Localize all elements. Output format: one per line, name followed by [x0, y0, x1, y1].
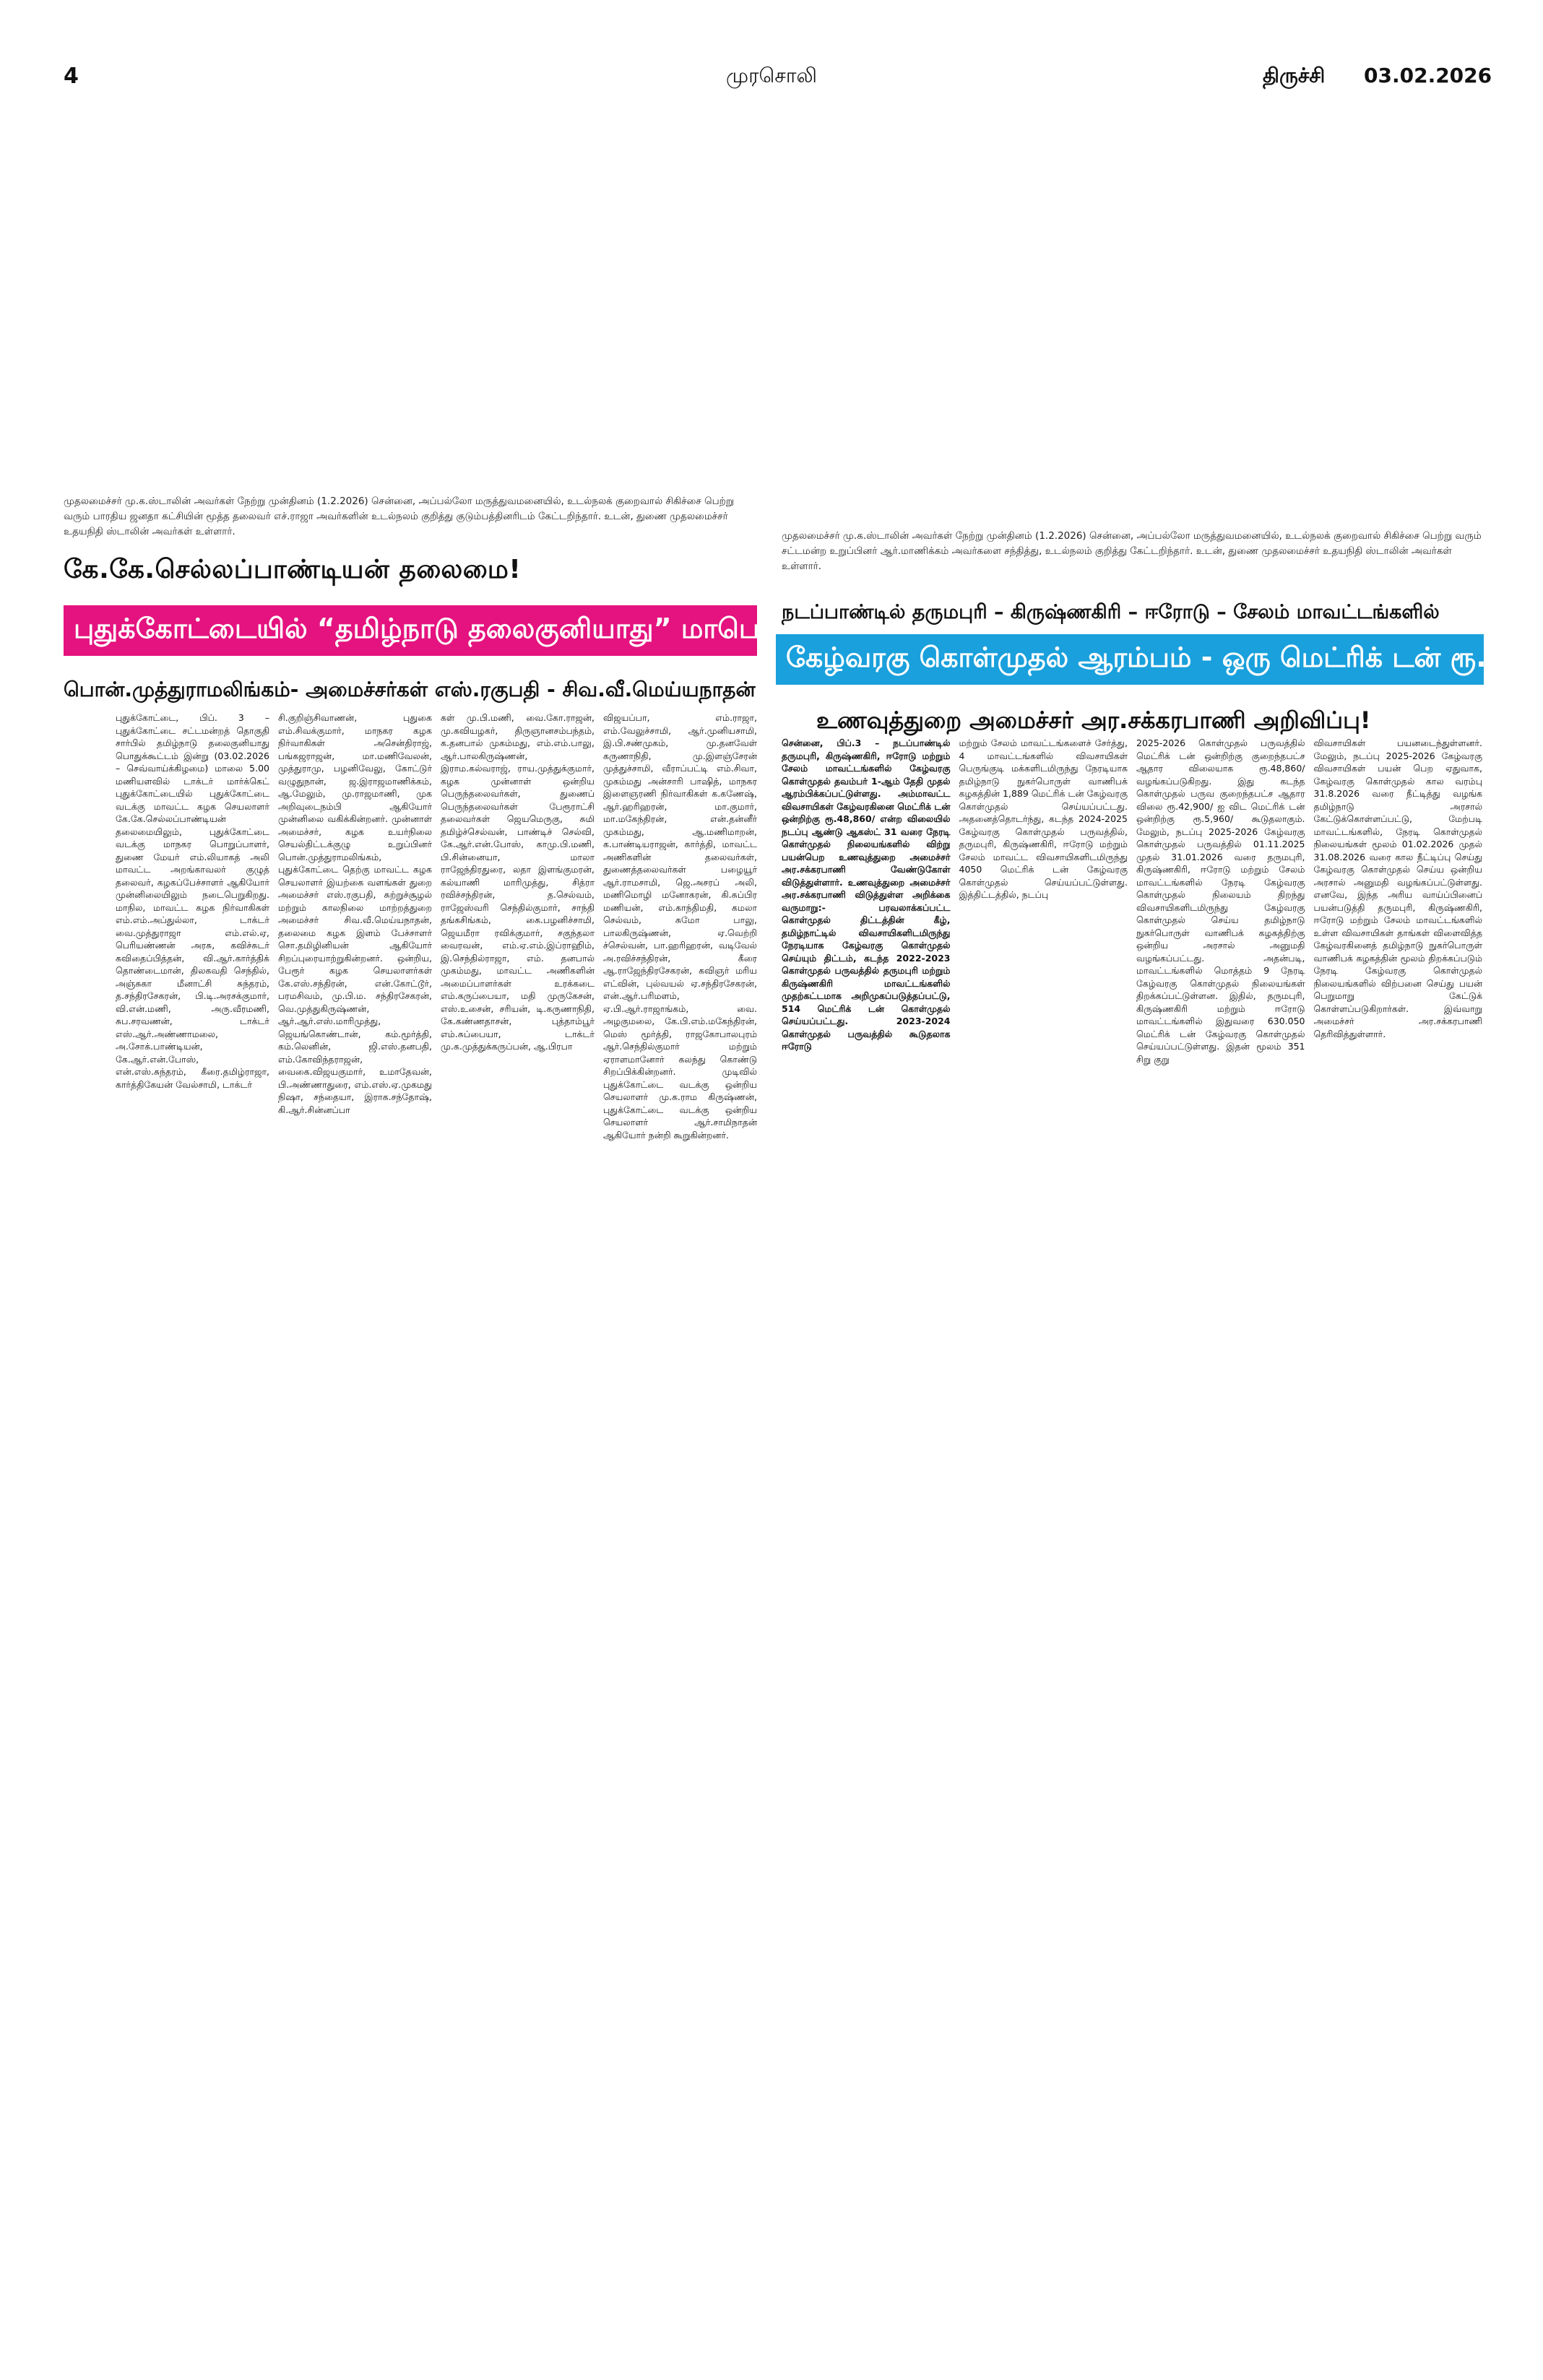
text-column: சென்னை, பிப்.3 – நடப்பாண்டில் தருமபுரி, …	[782, 737, 951, 1052]
story-body: புதுக்கோட்டை, பிப். 3 – புதுக்கோட்டை சட்…	[116, 711, 757, 1217]
text-column: புதுக்கோட்டை, பிப். 3 – புதுக்கோட்டை சட்…	[116, 712, 269, 1090]
masthead: முரசொலி	[726, 64, 817, 87]
page-number: 4	[64, 64, 79, 89]
text-column: விஜயப்பா, எம்.ராஜா, எம்.வேலுச்சாமி, ஆர்.…	[603, 712, 757, 1141]
text-column: விவசாயிகள் பயனடைந்துள்ளனர். மேலும், நடப்…	[1313, 737, 1483, 1039]
story-kicker: நடப்பாண்டில் தருமபுரி – கிருஷ்ணகிரி – ஈர…	[782, 601, 1440, 623]
date: 03.02.2026	[1364, 64, 1492, 87]
photo-caption: முதலமைச்சர் மு.க.ஸ்டாலின் அவர்கள் நேற்று…	[782, 530, 1482, 572]
story-headline: கேழ்வரகு கொள்முதல் ஆரம்பம் - ஒரு மெட்ரிக…	[776, 634, 1484, 685]
edition: திருச்சி	[1263, 64, 1326, 87]
story-body: சென்னை, பிப்.3 – நடப்பாண்டில் தருமபுரி, …	[782, 737, 1482, 1242]
text-column: 2025-2026 கொள்முதல் பருவத்தில் மெட்ரிக் …	[1136, 737, 1305, 1065]
photo-caption: முதலமைச்சர் மு.க.ஸ்டாலின் அவர்கள் நேற்று…	[64, 496, 735, 537]
story-subhead: உணவுத்துறை அமைச்சர் அர.சக்கரபாணி அறிவிப்…	[816, 706, 1371, 734]
text-column: கள் மு.பி.மணி, வை.கோ.ராஜன், மு.கவியழகர்,…	[441, 712, 595, 1052]
story-headline: புதுக்கோட்டையில் “தமிழ்நாடு தலைகுனியாது”…	[64, 605, 757, 656]
text-column: சி.குறிஞ்சிவாணன், புதுகை எம்.சிவக்குமார்…	[278, 712, 432, 1115]
story-subhead: பொன்.முத்துராமலிங்கம்- அமைச்சர்கள் எஸ்.ர…	[64, 678, 757, 701]
story-kicker: கே.கே.செல்லப்பாண்டியன் தலைமை!	[64, 555, 522, 584]
text-column: மற்றும் சேலம் மாவட்டங்களைச் சேர்த்து, 4 …	[959, 737, 1128, 900]
